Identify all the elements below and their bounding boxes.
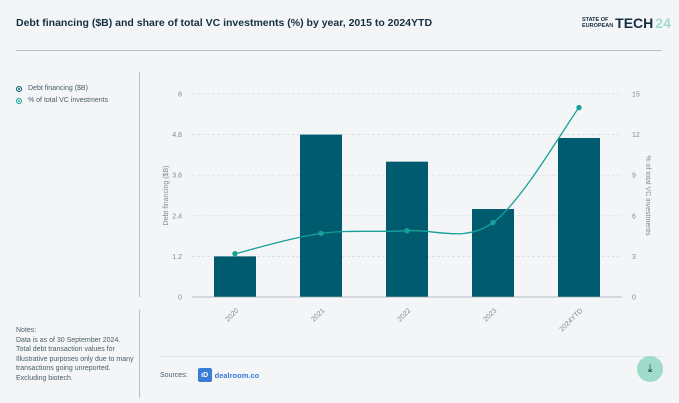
y2-tick-label: 9 xyxy=(632,173,636,180)
header-divider xyxy=(16,50,662,51)
dealroom-link[interactable]: ıD dealroom.co xyxy=(197,368,259,382)
legend-dot-icon xyxy=(16,97,22,104)
y-tick-label: 3.6 xyxy=(172,173,182,180)
footer-divider xyxy=(160,356,662,357)
share-point-2020 xyxy=(232,250,238,257)
sidebar-divider xyxy=(139,310,140,398)
legend: Debt financing ($B) % of total VC invest… xyxy=(16,85,108,109)
share-point-2024YTD xyxy=(576,104,582,111)
y-tick-label: 1.2 xyxy=(172,254,182,261)
sidebar-divider xyxy=(139,72,140,297)
y2-tick-label: 3 xyxy=(632,254,636,261)
y-tick-label: 0 xyxy=(178,295,182,302)
x-tick-label: 2023 xyxy=(482,307,498,323)
dealroom-logo-icon: ıD xyxy=(197,368,212,382)
legend-item-share[interactable]: % of total VC investments xyxy=(16,97,108,104)
sources: Sources: ıD dealroom.co xyxy=(160,368,259,382)
legend-dot-icon xyxy=(16,85,22,92)
y2-axis-label: % of total VC investments xyxy=(644,155,651,236)
x-tick-label: 2020 xyxy=(224,307,240,323)
share-point-2023 xyxy=(490,219,496,226)
y2-tick-label: 0 xyxy=(632,295,636,302)
state-of-european-tech-logo: STATE OF EUROPEAN TECH 24 xyxy=(582,15,671,31)
share-line xyxy=(234,107,580,255)
download-icon: ⤓ xyxy=(647,362,653,375)
chart-title: Debt financing ($B) and share of total V… xyxy=(16,17,433,29)
x-tick-label: 2024YTD xyxy=(559,307,585,333)
bar-2020 xyxy=(214,256,256,297)
y-tick-label: 4.8 xyxy=(172,132,182,139)
y2-tick-label: 15 xyxy=(632,92,640,99)
download-button[interactable]: ⤓ xyxy=(637,356,663,382)
share-point-2021 xyxy=(318,230,324,237)
y-tick-label: 2.4 xyxy=(172,213,182,220)
share-point-2022 xyxy=(404,227,410,234)
legend-item-debt[interactable]: Debt financing ($B) xyxy=(16,85,108,92)
y-tick-label: 6 xyxy=(178,92,182,99)
y-axis-label: Debt financing ($B) xyxy=(163,166,170,226)
bar-2021 xyxy=(300,134,342,297)
y2-tick-label: 6 xyxy=(632,213,636,220)
notes: Notes: Data is as of 30 September 2024. … xyxy=(16,327,134,382)
bar-2024YTD xyxy=(558,137,600,297)
x-tick-label: 2021 xyxy=(310,307,326,323)
y2-tick-label: 12 xyxy=(632,132,640,139)
x-tick-label: 2022 xyxy=(396,307,412,323)
